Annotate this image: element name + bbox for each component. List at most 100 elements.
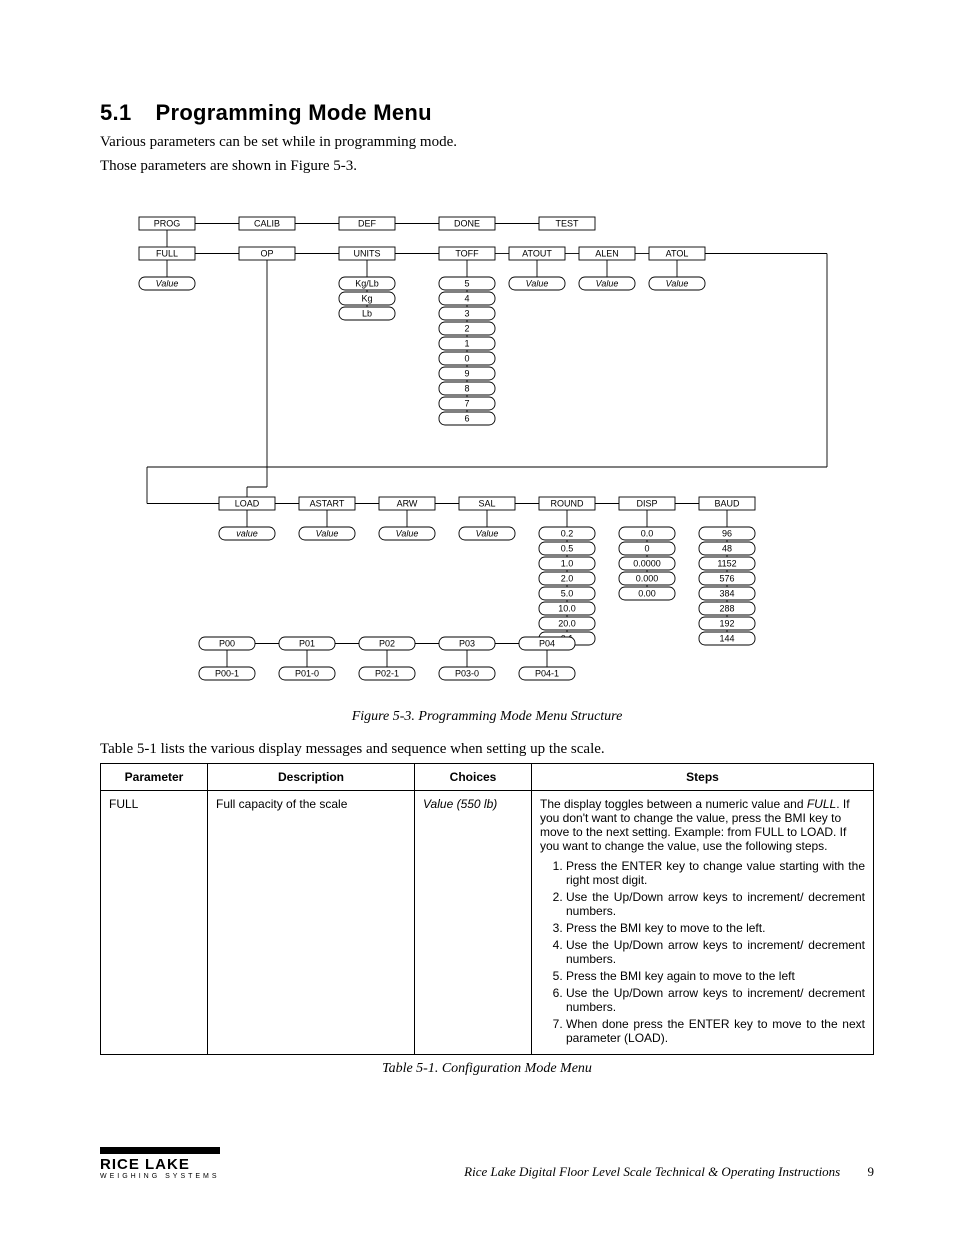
col-description: Description [208, 763, 415, 790]
svg-text:value: value [236, 528, 258, 538]
svg-text:576: 576 [719, 573, 734, 583]
svg-text:ATOUT: ATOUT [522, 248, 552, 258]
table-caption: Table 5-1. Configuration Mode Menu [100, 1061, 874, 1077]
svg-text:1152: 1152 [717, 558, 736, 568]
svg-text:CALIB: CALIB [254, 218, 280, 228]
step-item: Use the Up/Down arrow keys to increment/… [566, 938, 865, 966]
cell-description: Full capacity of the scale [208, 790, 415, 1054]
cell-choices: Value (550 lb) [415, 790, 532, 1054]
svg-text:2.0: 2.0 [561, 573, 574, 583]
svg-text:20.0: 20.0 [558, 618, 576, 628]
svg-text:192: 192 [719, 618, 734, 628]
svg-text:0.000: 0.000 [636, 573, 659, 583]
svg-text:ASTART: ASTART [310, 498, 345, 508]
steps-list: Press the ENTER key to change value star… [540, 859, 865, 1045]
brand-tagline: WEIGHING SYSTEMS [100, 1173, 220, 1180]
svg-text:9: 9 [464, 368, 469, 378]
svg-text:ALEN: ALEN [595, 248, 619, 258]
page: 5.1 Programming Mode Menu Various paramet… [0, 0, 954, 1240]
config-table: Parameter Description Choices Steps FULL… [100, 763, 874, 1055]
svg-text:SAL: SAL [478, 498, 495, 508]
svg-text:8: 8 [464, 383, 469, 393]
svg-text:BAUD: BAUD [714, 498, 740, 508]
section-title: Programming Mode Menu [155, 100, 431, 125]
svg-text:Value: Value [476, 528, 499, 538]
svg-text:PROG: PROG [154, 218, 181, 228]
svg-text:P01-0: P01-0 [295, 668, 319, 678]
svg-text:LOAD: LOAD [235, 498, 260, 508]
svg-text:0.0: 0.0 [641, 528, 654, 538]
svg-text:P00-1: P00-1 [215, 668, 239, 678]
svg-text:5: 5 [464, 278, 469, 288]
svg-text:Lb: Lb [362, 308, 372, 318]
svg-text:TEST: TEST [555, 218, 579, 228]
svg-text:Value: Value [316, 528, 339, 538]
intro-p2: Those parameters are shown in Figure 5-3… [100, 156, 874, 176]
steps-intro: The display toggles between a numeric va… [540, 797, 865, 853]
cell-steps: The display toggles between a numeric va… [532, 790, 874, 1054]
svg-text:UNITS: UNITS [354, 248, 381, 258]
svg-text:3: 3 [464, 308, 469, 318]
step-item: When done press the ENTER key to move to… [566, 1017, 865, 1045]
brand-name: RICE LAKE [100, 1156, 220, 1173]
figure-caption: Figure 5-3. Programming Mode Menu Struct… [100, 709, 874, 725]
step-item: Press the BMI key to move to the left. [566, 921, 865, 935]
logo-bar [100, 1147, 220, 1154]
svg-text:2: 2 [464, 323, 469, 333]
svg-text:1.0: 1.0 [561, 558, 574, 568]
footer-doc: Rice Lake Digital Floor Level Scale Tech… [464, 1164, 874, 1180]
page-number: 9 [868, 1164, 875, 1179]
svg-text:ARW: ARW [397, 498, 418, 508]
col-parameter: Parameter [101, 763, 208, 790]
svg-text:5.0: 5.0 [561, 588, 574, 598]
svg-text:288: 288 [719, 603, 734, 613]
svg-text:ATOL: ATOL [666, 248, 689, 258]
svg-text:Kg: Kg [361, 293, 372, 303]
section-heading: 5.1 Programming Mode Menu [100, 100, 874, 126]
svg-text:0.5: 0.5 [561, 543, 574, 553]
svg-text:0.00: 0.00 [638, 588, 656, 598]
svg-text:P03: P03 [459, 638, 475, 648]
svg-text:DONE: DONE [454, 218, 480, 228]
svg-text:TOFF: TOFF [455, 248, 479, 258]
section-number: 5.1 [100, 100, 131, 125]
svg-text:Value: Value [596, 278, 619, 288]
intro-p1: Various parameters can be set while in p… [100, 132, 874, 152]
svg-text:ROUND: ROUND [551, 498, 584, 508]
svg-text:P03-0: P03-0 [455, 668, 479, 678]
svg-text:P02: P02 [379, 638, 395, 648]
svg-text:FULL: FULL [156, 248, 178, 258]
svg-text:DISP: DISP [636, 498, 657, 508]
svg-text:4: 4 [464, 293, 469, 303]
svg-text:0: 0 [464, 353, 469, 363]
svg-text:DEF: DEF [358, 218, 377, 228]
menu-structure-diagram: PROG CALIB DEF DONE TEST FULL OP UNITS TOFF ATOUT… [107, 207, 867, 697]
step-item: Press the BMI key again to move to the l… [566, 969, 865, 983]
svg-text:0.0000: 0.0000 [633, 558, 661, 568]
svg-text:Value: Value [156, 278, 179, 288]
svg-text:Kg/Lb: Kg/Lb [355, 278, 379, 288]
svg-text:0.2: 0.2 [561, 528, 574, 538]
svg-text:6: 6 [464, 413, 469, 423]
table-row: FULL Full capacity of the scale Value (5… [101, 790, 874, 1054]
svg-text:144: 144 [719, 633, 734, 643]
step-item: Use the Up/Down arrow keys to increment/… [566, 986, 865, 1014]
cell-parameter: FULL [101, 790, 208, 1054]
svg-text:P00: P00 [219, 638, 235, 648]
svg-text:Value: Value [666, 278, 689, 288]
step-item: Press the ENTER key to change value star… [566, 859, 865, 887]
svg-text:384: 384 [719, 588, 734, 598]
page-footer: RICE LAKE WEIGHING SYSTEMS Rice Lake Dig… [100, 1147, 874, 1180]
col-choices: Choices [415, 763, 532, 790]
pre-table-text: Table 5-1 lists the various display mess… [100, 739, 874, 759]
svg-text:P04-1: P04-1 [535, 668, 559, 678]
col-steps: Steps [532, 763, 874, 790]
doc-title: Rice Lake Digital Floor Level Scale Tech… [464, 1164, 840, 1179]
svg-text:OP: OP [260, 248, 273, 258]
svg-text:7: 7 [464, 398, 469, 408]
svg-text:P04: P04 [539, 638, 555, 648]
brand-logo: RICE LAKE WEIGHING SYSTEMS [100, 1147, 220, 1180]
svg-text:96: 96 [722, 528, 732, 538]
svg-text:48: 48 [722, 543, 732, 553]
svg-text:Value: Value [396, 528, 419, 538]
